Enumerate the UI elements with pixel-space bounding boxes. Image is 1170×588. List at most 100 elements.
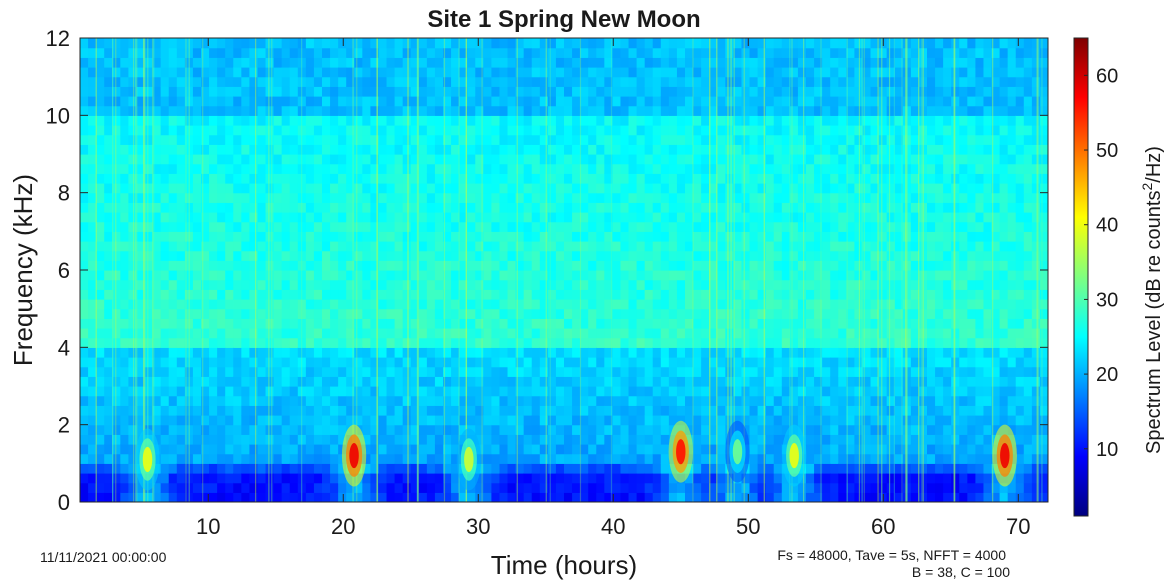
heatmap-cell [451,250,460,261]
heatmap-cell [830,424,839,435]
heatmap-cell [443,231,452,242]
heatmap-cell [725,76,734,87]
heatmap-cell [160,482,170,493]
heatmap-cell [483,260,492,271]
heatmap-cell [160,105,170,116]
heatmap-cell [515,105,525,116]
heatmap-cell [418,241,428,252]
heatmap-cell [894,38,904,49]
heatmap-cell [362,386,371,397]
heatmap-cell [765,115,775,126]
heatmap-cell [249,473,259,484]
heatmap-cell [394,492,404,502]
heatmap-cell [652,347,662,358]
heatmap-cell [717,492,726,502]
heatmap-cell [96,318,105,329]
heatmap-cell [160,299,170,310]
heatmap-cell [338,318,347,329]
heatmap-cell [410,76,420,87]
heatmap-cell [475,76,484,87]
heatmap-cell [693,183,702,194]
heatmap-cell [515,241,525,252]
heatmap-cell [426,453,436,464]
heatmap-cell [862,163,872,174]
heatmap-cell [168,308,178,319]
heatmap-cell [483,473,492,484]
heatmap-cell [281,337,291,348]
heatmap-cell [523,125,533,136]
heatmap-cell [741,366,751,377]
heatmap-cell [233,221,242,232]
heatmap-cell [701,76,710,87]
heatmap-cell [378,357,388,368]
heatmap-cell [128,299,138,310]
heatmap-cell [233,192,242,203]
heatmap-cell [725,337,734,348]
heatmap-cell [338,115,347,126]
heatmap-cell [539,115,549,126]
heatmap-cell [822,376,831,387]
heatmap-cell [757,47,767,58]
heatmap-cell [491,250,501,261]
heatmap-cell [596,289,605,300]
heatmap-cell [144,376,154,387]
heatmap-cell [660,154,670,165]
heatmap-cell [160,38,170,49]
heatmap-cell [886,173,896,184]
heatmap-cell [588,473,597,484]
heatmap-cell [354,192,363,203]
heatmap-cell [725,134,734,145]
heatmap-cell [168,405,178,416]
heatmap-cell [572,434,581,445]
heatmap-cell [806,105,815,116]
heatmap-cell [475,192,484,203]
heatmap-cell [289,424,299,435]
heatmap-cell [80,47,89,58]
heatmap-cell [160,415,170,426]
heatmap-cell [741,250,751,261]
heatmap-cell [564,183,573,194]
heatmap-cell [547,328,557,339]
heatmap-cell [499,173,509,184]
heatmap-cell [628,376,638,387]
heatmap-cell [346,154,355,165]
heatmap-cell [233,415,242,426]
heatmap-cell [886,163,896,174]
heatmap-cell [322,444,331,455]
heatmap-cell [693,386,702,397]
heatmap-cell [862,424,872,435]
heatmap-cell [580,202,589,213]
heatmap-cell [426,202,436,213]
heatmap-cell [176,192,186,203]
heatmap-cell [797,482,807,493]
heatmap-cell [451,376,460,387]
heatmap-cell [483,86,492,97]
heatmap-cell [878,144,888,155]
heatmap-cell [475,125,484,136]
heatmap-cell [572,125,581,136]
heatmap-cell [402,221,412,232]
heatmap-cell [104,279,113,290]
heatmap-cell [580,395,589,406]
heatmap-cell [152,260,162,271]
heatmap-cell [483,221,492,232]
heatmap-cell [862,250,872,261]
heatmap-cell [499,38,509,49]
heatmap-cell [281,463,291,474]
heatmap-cell [257,221,267,232]
heatmap-cell [434,444,444,455]
heatmap-cell [564,115,573,126]
heatmap-cell [878,279,888,290]
heatmap-cell [547,231,557,242]
heatmap-cell [499,86,509,97]
heatmap-cell [797,86,807,97]
heatmap-cell [757,192,767,203]
heatmap-cell [612,395,622,406]
heatmap-cell [547,289,557,300]
heatmap-cell [289,183,299,194]
heatmap-cell [628,308,638,319]
heatmap-cell [233,308,242,319]
heatmap-cell [676,38,686,49]
heatmap-cell [660,125,670,136]
heatmap-cell [265,279,275,290]
